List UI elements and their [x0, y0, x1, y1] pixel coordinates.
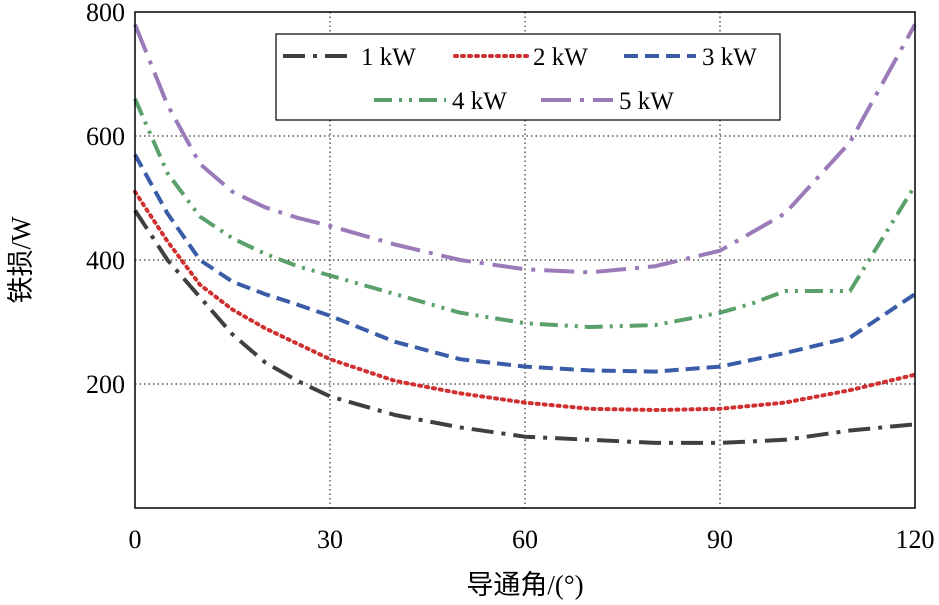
- x-tick-label: 90: [707, 525, 733, 554]
- x-tick-label: 60: [512, 525, 538, 554]
- y-tick-label: 600: [86, 122, 125, 151]
- tick-labels: 0 30 60 90 120 200 400 600 800: [86, 0, 935, 554]
- legend-label-5: 5 kW: [619, 88, 674, 115]
- series-line-2: [133, 189, 917, 412]
- y-tick-label: 400: [86, 246, 125, 275]
- x-tick-label: 0: [129, 525, 142, 554]
- legend-box: [275, 33, 781, 121]
- series-line-4: [133, 97, 917, 329]
- y-tick-label: 200: [86, 370, 125, 399]
- y-axis-label: 铁损/W: [6, 216, 36, 304]
- series-line-5: [133, 23, 917, 275]
- series-line-1: [133, 209, 916, 445]
- x-tick-label: 30: [317, 525, 343, 554]
- series-line-3: [133, 153, 917, 374]
- legend-label-3: 3 kW: [702, 44, 757, 71]
- legend-label-4: 4 kW: [452, 88, 507, 115]
- series-lines: [133, 23, 917, 445]
- plot-frame: [134, 11, 916, 509]
- grid-lines: [135, 12, 915, 508]
- x-tick-label: 120: [896, 525, 935, 554]
- legend-label-2: 2 kW: [533, 44, 588, 71]
- legend: 1 kW 2 kW 3 kW 4 kW 5 kW: [275, 33, 781, 121]
- legend-label-1: 1 kW: [361, 44, 416, 71]
- y-tick-label: 800: [86, 0, 125, 27]
- x-axis-label: 导通角/(°): [466, 570, 583, 600]
